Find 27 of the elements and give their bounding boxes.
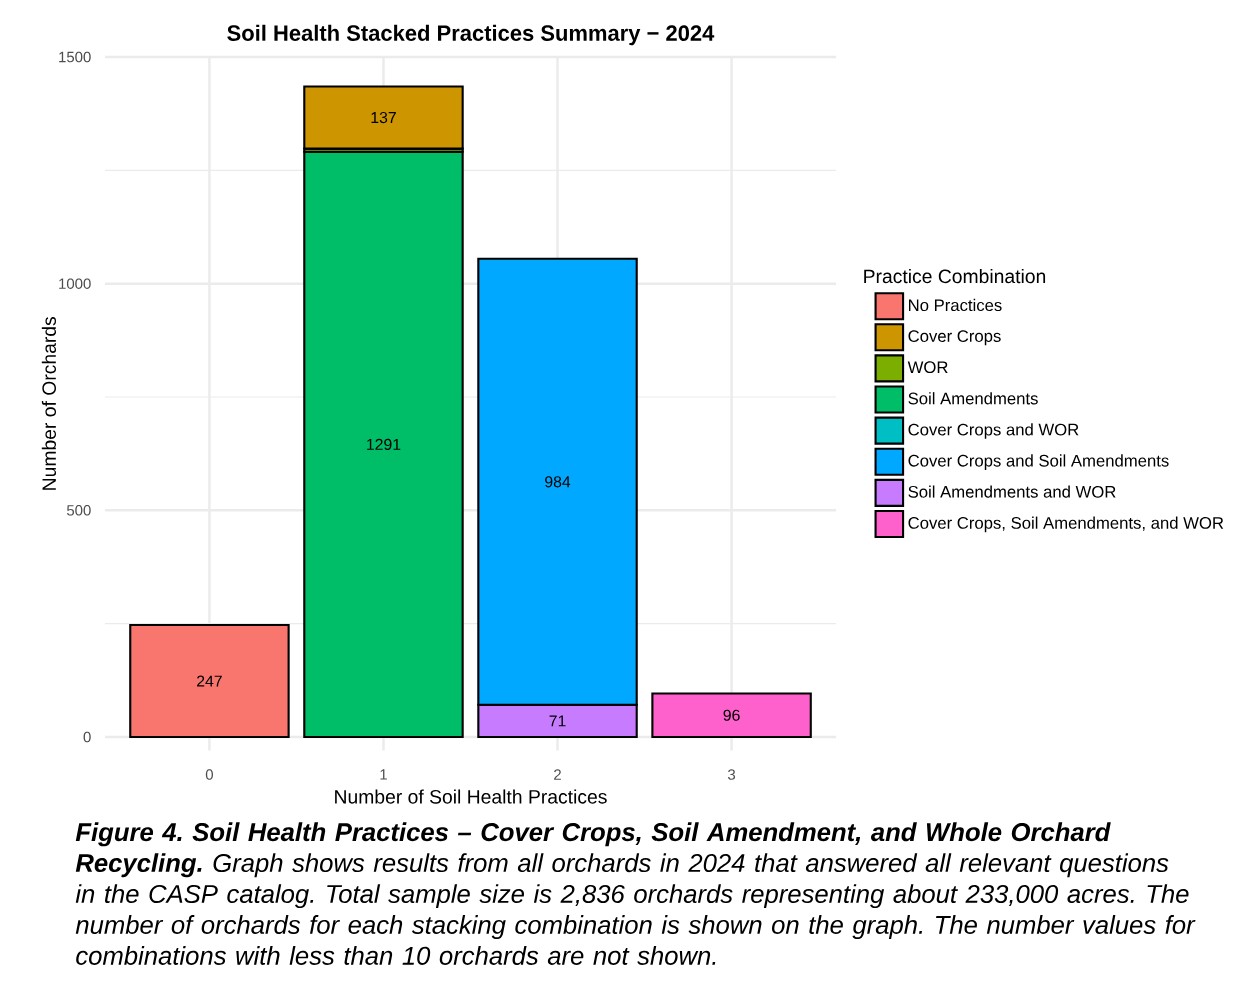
legend-label: Cover Crops and WOR [908,423,1079,439]
data-label: 1291 [367,438,401,450]
y-axis-title: Number of Orchards [41,316,57,490]
legend-label: Soil Amendments and WOR [908,485,1116,498]
data-label: 247 [197,675,222,687]
x-tick-label: 3 [728,769,736,780]
data-label: 984 [545,476,571,488]
y-tick-label: 0 [83,731,91,743]
y-tick-label: 1500 [59,51,91,63]
legend-title: Practice Combination [864,269,1046,284]
legend-label: No Practices [909,298,1002,312]
data-label: 71 [549,715,566,727]
y-tick-label: 1000 [59,278,91,289]
text: Figure 4. Soil Health Practices – Cover Crops, Soil Amendment, and Whole Orchard Recycling. Graph shows results from all orchards in 2024 that answered all relevant questions in the CASP catalog. Total sample size is 2,836 orchards representing about 233,000 acres. The number of orchards for each stacking combination is shown on the graph. The number values for combinations with less than 10 orchards are not shown. [75,822,1196,965]
legend-label: Cover Crops, Soil Amendments, and WOR [908,516,1224,533]
x-tick-label: 1 [380,769,387,780]
legend-label: Cover Crops and Soil Amendments [908,454,1169,470]
data-label: 96 [723,709,740,721]
legend-label: WOR [907,361,948,374]
y-tick-label: 500 [66,505,91,516]
x-tick-label: 2 [554,769,561,780]
chart-title: Soil Health Stacked Practices Summary − 2024 [227,24,715,46]
x-axis-title: Number of Soil Health Practices [335,789,607,804]
legend-label: Soil Amendments [908,392,1038,405]
data-label: 137 [371,111,396,124]
x-tick-label: 0 [205,769,213,780]
legend-label: Cover Crops [908,330,1001,346]
